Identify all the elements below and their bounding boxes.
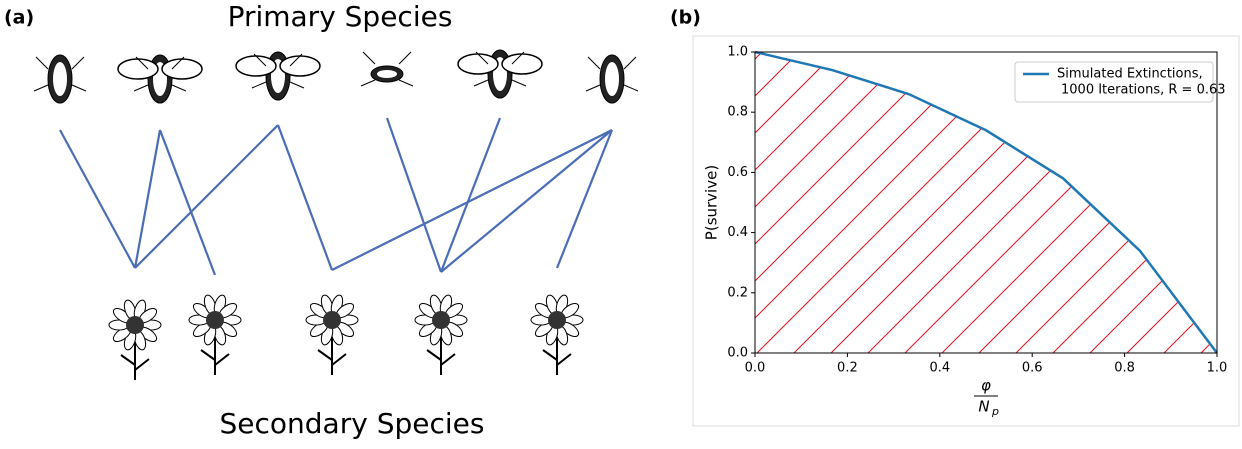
- insect-icon: [458, 50, 542, 98]
- y-tick-label: 1.0: [727, 45, 748, 60]
- insect-wing: [280, 56, 320, 76]
- primary-title: Primary Species: [228, 0, 453, 33]
- y-tick-label: 0.8: [727, 105, 748, 120]
- flower-icon: [109, 299, 161, 380]
- insect-wing: [236, 56, 276, 76]
- insect-wing: [162, 59, 202, 79]
- x-tick-label: 0.0: [745, 361, 766, 376]
- x-label-sub: p: [991, 405, 999, 418]
- y-tick-label: 0.4: [727, 225, 748, 240]
- insect-icon: [361, 52, 413, 86]
- flower-center: [323, 311, 341, 329]
- flower-icon: [189, 294, 241, 375]
- y-tick-label: 0.0: [727, 346, 748, 361]
- edge: [60, 130, 135, 268]
- insect-wing: [118, 59, 158, 79]
- insect-body: [53, 62, 67, 96]
- figure: (a) Primary Species Secondary Species (b…: [0, 0, 1242, 449]
- insect-body: [605, 62, 619, 96]
- secondary-title: Secondary Species: [220, 407, 485, 440]
- insect-icon: [236, 52, 320, 100]
- edge: [441, 130, 612, 272]
- insect-wing: [458, 54, 498, 74]
- y-tick-label: 0.6: [727, 165, 748, 180]
- flower-center: [548, 311, 566, 329]
- edge: [278, 125, 332, 270]
- flower-center: [126, 316, 144, 334]
- insect-body: [377, 70, 397, 78]
- insect-icon: [586, 55, 638, 103]
- x-tick-label: 0.8: [1114, 361, 1135, 376]
- x-tick-label: 0.6: [1022, 361, 1043, 376]
- flower-icon: [306, 294, 358, 375]
- flower-center: [206, 311, 224, 329]
- edge: [557, 130, 612, 268]
- icons: [34, 50, 638, 380]
- flower-icon: [531, 294, 583, 375]
- edge: [387, 118, 441, 272]
- flower-center: [432, 311, 450, 329]
- flower-icon: [415, 294, 467, 375]
- x-label-numerator: φ: [981, 377, 991, 395]
- x-label-denominator: N: [978, 398, 989, 416]
- insect-wing: [502, 54, 542, 74]
- y-axis-label: P(survive): [703, 165, 721, 240]
- page: (a) Primary Species Secondary Species (b…: [0, 0, 1242, 449]
- y-tick-label: 0.2: [727, 285, 748, 300]
- edge: [332, 130, 612, 270]
- panel-label: (a): [4, 7, 34, 29]
- insect-icon: [118, 55, 202, 103]
- legend-label: Simulated Extinctions,: [1057, 67, 1203, 82]
- panel-label: (b): [670, 7, 701, 29]
- insect-icon: [34, 55, 86, 103]
- x-tick-label: 0.2: [837, 361, 858, 376]
- x-tick-label: 0.4: [929, 361, 950, 376]
- edge: [160, 130, 215, 275]
- legend-label: 1000 Iterations, R = 0.63: [1061, 83, 1226, 98]
- x-tick-label: 1.0: [1207, 361, 1228, 376]
